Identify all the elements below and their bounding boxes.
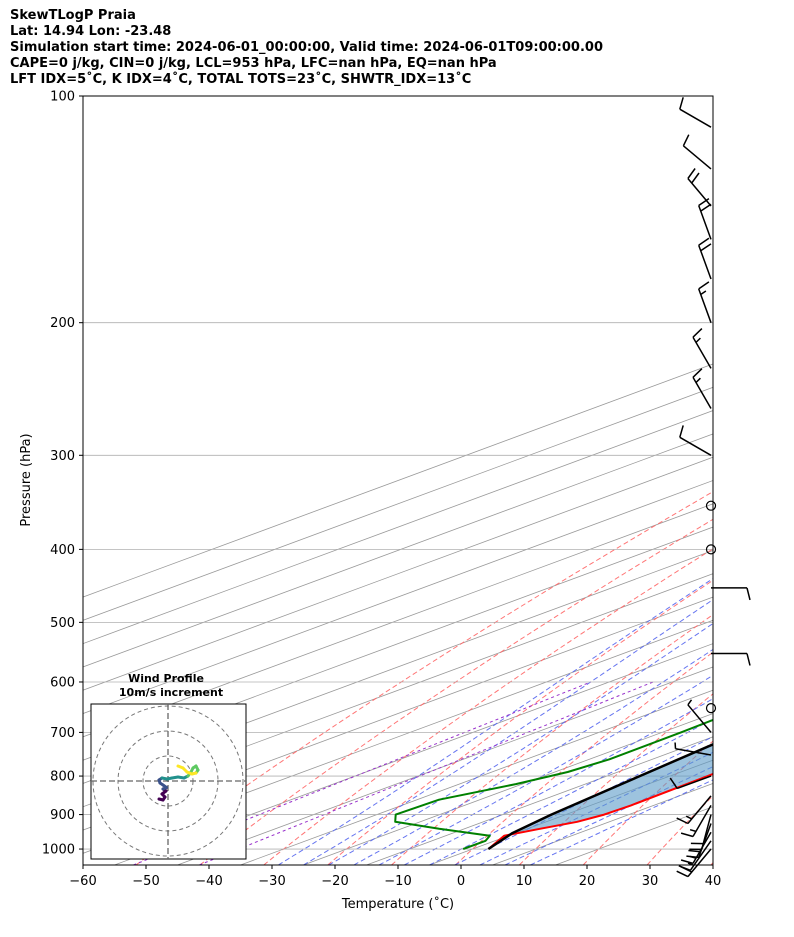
location-line: Lat: 14.94 Lon: -23.48: [10, 24, 172, 39]
dry-adiabat-line: [263, 548, 713, 865]
x-tick-label: 40: [705, 874, 722, 889]
hodograph-segment: [176, 764, 185, 770]
profiles: [394, 718, 713, 851]
time-line: Simulation start time: 2024-06-01_00:00:…: [10, 40, 603, 55]
y-tick-label: 400: [50, 543, 75, 558]
dry-adiabat-line: [455, 651, 713, 865]
moist-adiabat-line: [404, 698, 713, 865]
cape-line: CAPE=0 j/kg, CIN=0 j/kg, LCL=953 hPa, LF…: [10, 56, 497, 71]
wind-barb: [680, 804, 712, 838]
isotherm-line: [303, 713, 713, 865]
isotherm-line: [366, 736, 713, 865]
mixing-ratio-line: [199, 681, 654, 865]
wind-barb: [678, 840, 712, 871]
x-tick-label: 20: [579, 874, 596, 889]
hodograph: Wind Profile 10m/s increment: [90, 672, 247, 860]
y-tick-label: 900: [50, 808, 75, 823]
wind-barb: [674, 742, 712, 756]
x-tick-label: −50: [132, 874, 159, 889]
temperature-line: [487, 772, 713, 850]
wind-barb: [689, 814, 712, 851]
x-tick-label: −40: [195, 874, 222, 889]
moist-adiabat-line: [378, 674, 713, 865]
isotherm-line: [83, 433, 713, 668]
wind-barb: [697, 281, 712, 323]
x-tick-label: −20: [321, 874, 348, 889]
dewpoint-line: [394, 718, 713, 850]
wind-barb: [679, 97, 712, 128]
parcel-line: [487, 743, 713, 851]
wind-barb: [692, 368, 712, 409]
moist-adiabat-line: [429, 718, 713, 865]
y-axis-label: Pressure (hPa): [19, 433, 34, 526]
y-tick-label: 300: [50, 449, 75, 464]
isotherm-line: [83, 363, 713, 598]
y-tick-label: 700: [50, 726, 75, 741]
dry-adiabat-line: [391, 614, 713, 865]
chart-header: SkewTLogP Praia Lat: 14.94 Lon: -23.48 S…: [10, 8, 603, 88]
axes: −60 −50 −40 −30 −20 −10 0 10 20 30 40 100 200 300 400 5…: [42, 90, 721, 890]
y-tick-label: 500: [50, 616, 75, 631]
wind-barb: [687, 699, 712, 733]
isotherm-line: [83, 596, 713, 831]
x-tick-label: −10: [384, 874, 411, 889]
wind-barb: [676, 795, 712, 825]
moist-adiabat-line: [278, 578, 713, 865]
calm-wind-circle: [705, 544, 717, 555]
isotherm-line: [83, 456, 713, 691]
moist-adiabat-line: [530, 779, 713, 865]
chart-title: SkewTLogP Praia: [10, 8, 136, 23]
wind-barb: [692, 328, 712, 369]
y-tick-label: 800: [50, 770, 75, 785]
index-line: LFT IDX=5˚C, K IDX=4˚C, TOTAL TOTS=23˚C,…: [10, 72, 472, 87]
moist-adiabat-line: [328, 622, 713, 865]
x-tick-label: −60: [69, 874, 96, 889]
dry-adiabat-line: [518, 693, 713, 865]
x-tick-label: 30: [642, 874, 659, 889]
y-tick-label: 100: [50, 90, 75, 105]
wind-barb: [687, 168, 712, 207]
wind-barb: [697, 237, 712, 280]
isotherm-line: [83, 619, 713, 854]
dry-adiabat-line: [582, 740, 713, 865]
calm-wind-circle: [705, 500, 717, 511]
wind-barb: [679, 425, 712, 456]
isotherm-line: [492, 783, 713, 865]
dry-adiabat-line: [646, 795, 713, 865]
wind-barb: [710, 587, 751, 601]
isotherm-line: [114, 643, 713, 865]
wind-barbs: [669, 97, 751, 878]
isotherm-line: [555, 806, 713, 865]
dry-adiabat-line: [775, 96, 794, 865]
x-tick-label: 10: [516, 874, 533, 889]
isotherm-line: [83, 386, 713, 621]
isotherm-line: [177, 666, 713, 865]
x-tick-label: −30: [258, 874, 285, 889]
dry-adiabat-line: [710, 861, 713, 865]
hodograph-title: Wind Profile: [128, 672, 204, 685]
y-tick-label: 1000: [42, 843, 75, 858]
moist-adiabat-line: [303, 599, 713, 865]
isotherm-line: [83, 573, 713, 808]
moist-adiabat-line: [353, 648, 713, 865]
x-axis-label: Temperature (˚C): [341, 896, 454, 912]
isotherm-line: [240, 689, 713, 865]
dry-adiabat-line: [199, 518, 713, 865]
y-tick-label: 600: [50, 675, 75, 690]
wind-barb: [682, 134, 712, 170]
calm-wind-circle: [705, 703, 717, 714]
hodograph-subtitle: 10m/s increment: [119, 686, 223, 699]
wind-barb: [710, 652, 751, 666]
x-tick-label: 0: [457, 874, 465, 889]
dry-adiabat-line: [327, 579, 713, 865]
y-tick-label: 200: [50, 316, 75, 331]
wind-barb: [669, 775, 712, 790]
mixing-ratio-line: [133, 681, 591, 865]
isotherm-line: [83, 410, 713, 645]
wind-barb: [697, 197, 712, 240]
